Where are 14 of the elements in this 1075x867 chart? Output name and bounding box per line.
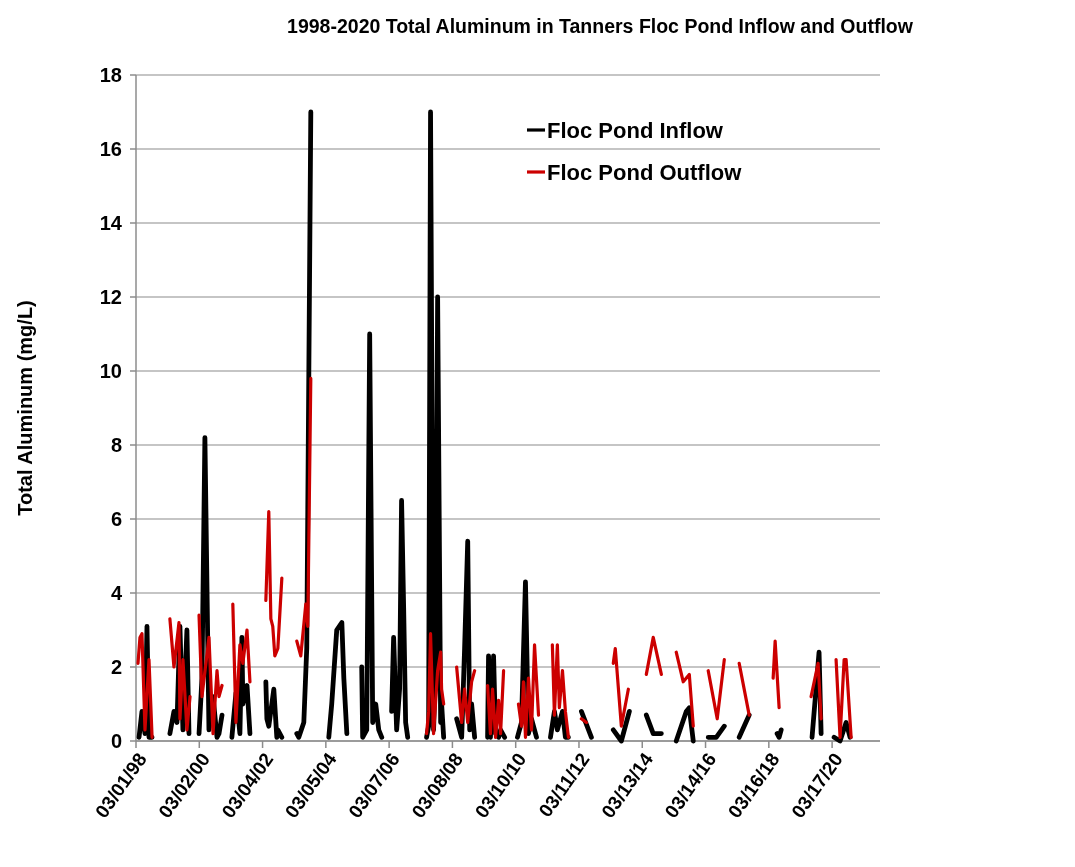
y-tick-label: 4 bbox=[110, 582, 123, 604]
y-tick-label: 18 bbox=[99, 64, 122, 86]
y-tick-label: 6 bbox=[110, 508, 122, 530]
y-tick-label: 10 bbox=[99, 360, 122, 382]
y-axis-title: Total Aluminum (mg/L) bbox=[14, 300, 36, 516]
legend-label: Floc Pond Inflow bbox=[547, 117, 724, 143]
y-tick-label: 0 bbox=[110, 730, 122, 752]
y-tick-label: 14 bbox=[99, 212, 123, 234]
y-tick-label: 16 bbox=[99, 138, 122, 160]
y-tick-label: 2 bbox=[110, 656, 122, 678]
y-tick-label: 12 bbox=[99, 286, 122, 308]
legend-label: Floc Pond Outflow bbox=[547, 159, 743, 185]
y-tick-label: 8 bbox=[110, 434, 122, 456]
chart-title: 1998-2020 Total Aluminum in Tanners Floc Pond Inflow and Outflow bbox=[287, 15, 914, 37]
